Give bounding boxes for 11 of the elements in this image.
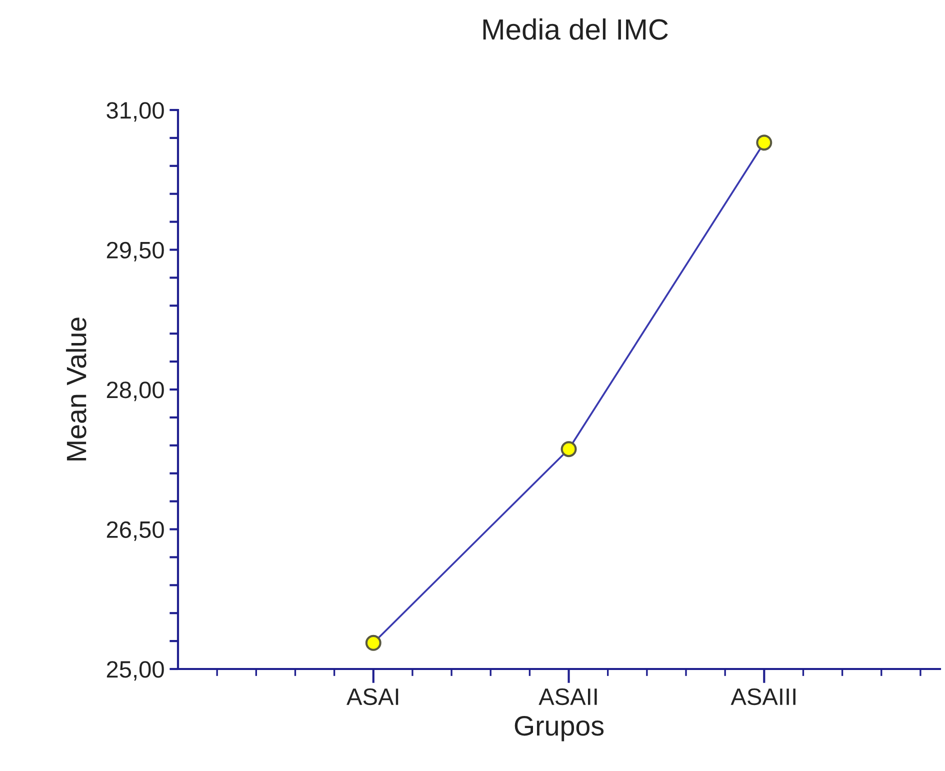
y-tick-label: 28,00 [106, 382, 164, 402]
x-tick-label: ASAIII [730, 688, 796, 706]
x-tick-label: ASAII [538, 688, 597, 706]
y-axis-title: Mean Value [66, 318, 86, 460]
y-tick-label: 29,50 [106, 242, 164, 262]
x-axis-title: Grupos [514, 716, 604, 742]
x-tick-label: ASAI [346, 688, 398, 706]
y-tick-label: 25,00 [106, 661, 164, 681]
y-tick-label: 26,50 [106, 521, 164, 541]
chart-title: Media del IMC [483, 18, 668, 40]
y-tick-label: 31,00 [106, 102, 164, 122]
